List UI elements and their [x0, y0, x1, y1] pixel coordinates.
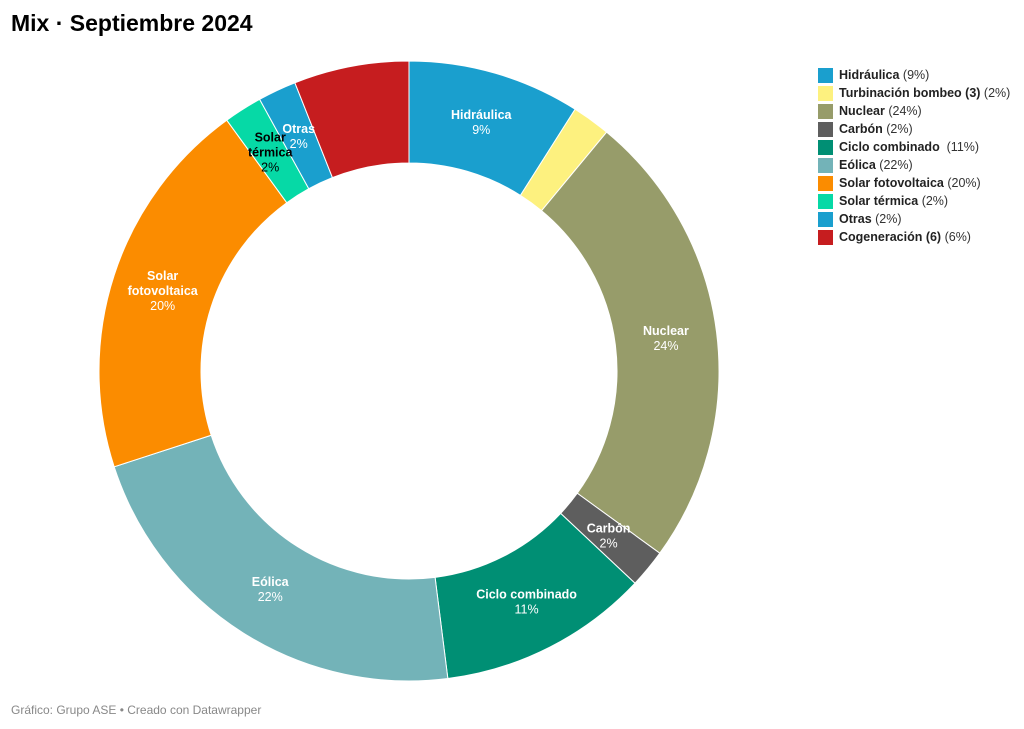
slice-label: Nuclear 24%	[643, 324, 689, 353]
slice-label: Carbón 2%	[587, 522, 631, 551]
legend-item: Eólica (22%)	[818, 156, 1010, 174]
legend-item: Hidráulica (9%)	[818, 66, 1010, 84]
legend-label: Solar térmica	[839, 194, 919, 208]
legend-item: Carbón (2%)	[818, 120, 1010, 138]
slice-label: Ciclo combinado 11%	[476, 587, 577, 616]
legend-value: (2%)	[882, 122, 913, 136]
legend-item: Ciclo combinado (11%)	[818, 138, 1010, 156]
legend-label: Otras	[839, 212, 872, 226]
slice-label-value: 2%	[261, 160, 279, 174]
legend-label: Eólica	[839, 158, 876, 172]
legend-label: Turbinación bombeo (3)	[839, 86, 981, 100]
legend-value: (11%)	[939, 140, 980, 154]
slice-label-value: 22%	[258, 590, 283, 604]
legend-item: Solar fotovoltaica (20%)	[818, 174, 1010, 192]
slice-label-name: Eólica	[252, 575, 290, 589]
chart-footer: Gráfico: Grupo ASE • Creado con Datawrap…	[11, 703, 262, 717]
legend-value: (9%)	[899, 68, 930, 82]
legend-swatch	[818, 67, 833, 83]
slice-label-name: Hidráulica	[451, 108, 512, 122]
slice-label-value: 2%	[290, 137, 308, 151]
slice-label-name: térmica	[248, 145, 294, 159]
legend-label: Carbón	[839, 122, 883, 136]
legend-label: Hidráulica	[839, 68, 900, 82]
legend-swatch	[818, 139, 833, 155]
legend-swatch	[818, 103, 833, 119]
legend-value: (2%)	[918, 194, 949, 208]
legend: Hidráulica (9%) Turbinación bombeo (3) (2…	[818, 66, 1010, 246]
slice-nuclear[interactable]	[540, 131, 720, 554]
slice-label-name: Solar	[255, 130, 286, 144]
slice-label: Solar fotovoltaica 20%	[128, 269, 199, 313]
legend-item: Cogeneración (6) (6%)	[818, 228, 1010, 246]
slice-label-value: 11%	[515, 602, 539, 616]
legend-label: Cogeneración (6)	[839, 230, 942, 244]
legend-swatch	[818, 85, 833, 101]
legend-item: Otras (2%)	[818, 210, 1010, 228]
legend-label: Ciclo combinado	[839, 140, 940, 154]
legend-value: (24%)	[884, 104, 922, 118]
slice-label-name: Ciclo combinado	[476, 587, 577, 601]
slice-cogeneración-6[interactable]	[294, 60, 410, 179]
legend-item: Solar térmica (2%)	[818, 192, 1010, 210]
legend-label: Nuclear	[839, 104, 885, 118]
legend-value: (22%)	[875, 158, 913, 172]
legend-value: (6%)	[941, 230, 971, 244]
legend-value: (2%)	[980, 86, 1011, 100]
chart-title: Mix · Septiembre 2024	[11, 10, 253, 36]
slice-label-name: Solar	[147, 269, 178, 283]
legend-item: Turbinación bombeo (3) (2%)	[818, 84, 1010, 102]
slice-label-name: Carbón	[587, 522, 631, 536]
slice-eólica[interactable]	[113, 434, 449, 682]
slice-label: Solar térmica 2%	[248, 130, 294, 174]
slice-label-value: 24%	[653, 339, 678, 353]
legend-swatch	[818, 157, 833, 173]
legend-swatch	[818, 175, 833, 191]
legend-swatch	[818, 229, 833, 245]
legend-value: (20%)	[943, 176, 981, 190]
legend-swatch	[818, 121, 833, 137]
legend-swatch	[818, 193, 833, 209]
slice-label: Eólica 22%	[252, 575, 290, 604]
slice-label-value: 2%	[600, 537, 618, 551]
slice-label: Hidráulica 9%	[451, 108, 512, 137]
slice-solar-fotovoltaica[interactable]	[98, 119, 288, 468]
slice-label-name: Otras	[282, 122, 315, 136]
slice-label-value: 9%	[472, 123, 490, 137]
legend-value: (2%)	[871, 212, 902, 226]
legend-swatch	[818, 211, 833, 227]
slice-label-name: Nuclear	[643, 324, 689, 338]
legend-label: Solar fotovoltaica	[839, 176, 944, 190]
legend-item: Nuclear (24%)	[818, 102, 1010, 120]
slice-label-name: fotovoltaica	[128, 284, 199, 298]
slice-label: Otras 2%	[282, 122, 315, 151]
slice-label-value: 20%	[150, 299, 175, 313]
